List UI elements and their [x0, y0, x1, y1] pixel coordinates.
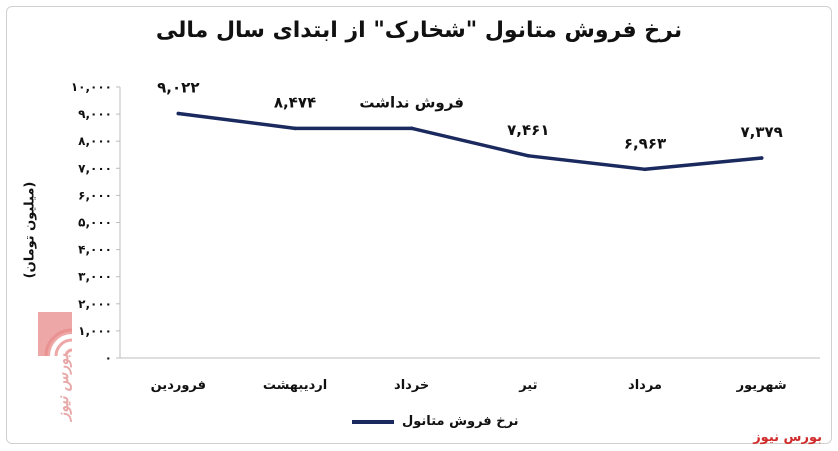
- data-label: ۷,۴۶۱: [507, 121, 549, 139]
- legend-label: نرخ فروش متانول: [402, 414, 519, 429]
- y-tick-label: ۴,۰۰۰: [78, 243, 112, 257]
- data-label: ۶,۹۶۳: [624, 134, 666, 152]
- y-tick-label: ۱,۰۰۰: [78, 324, 112, 338]
- y-tick-label: ۵,۰۰۰: [78, 216, 112, 230]
- chart-frame: [6, 6, 832, 444]
- y-tick-label: ۹,۰۰۰: [78, 107, 112, 121]
- data-point: [293, 126, 297, 131]
- data-point: [526, 154, 531, 158]
- y-axis: ۰ ۱,۰۰۰ ۲,۰۰۰ ۳,۰۰۰ ۴,۰۰۰ ۵,۰۰۰ ۶,۰۰۰ ۷,۰۰۰ ۸,۰۰…: [71, 80, 121, 365]
- x-tick-label: شهریور: [736, 378, 787, 393]
- data-label: فروش نداشت: [359, 93, 463, 111]
- data-point: [409, 126, 414, 131]
- y-tick-label: ۱۰,۰۰۰: [71, 80, 112, 94]
- data-point: [176, 111, 181, 116]
- y-tick-label: ۰: [105, 351, 112, 365]
- data-point: [759, 156, 764, 160]
- data-label: ۸,۴۷۴: [274, 93, 316, 111]
- watermark-logo-icon: [38, 312, 73, 357]
- y-tick-label: ۲,۰۰۰: [78, 297, 112, 311]
- y-tick-label: ۳,۰۰۰: [78, 270, 112, 284]
- legend: نرخ فروش متانول: [352, 414, 519, 429]
- legend-swatch: [352, 419, 394, 424]
- x-axis: فروردین اردیبهشت خرداد تیر مرداد شهریور: [120, 357, 820, 393]
- data-label: ۹,۰۲۲: [157, 79, 199, 97]
- data-labels: ۹,۰۲۲ ۸,۴۷۴ فروش نداشت ۷,۴۶۱ ۶,۹۶۳ ۷,۳۷۹: [157, 79, 783, 153]
- x-tick-label: تیر: [518, 378, 537, 393]
- data-point: [643, 167, 647, 172]
- series-line: [176, 111, 764, 172]
- data-label: ۷,۳۷۹: [741, 123, 783, 141]
- source-credit: بورس نیوز: [753, 430, 822, 445]
- y-tick-label: ۸,۰۰۰: [78, 134, 112, 148]
- x-tick-label: خرداد: [394, 378, 429, 393]
- y-tick-label: ۶,۰۰۰: [78, 188, 112, 202]
- x-tick-label: فروردین: [151, 378, 206, 393]
- x-tick-label: مرداد: [628, 378, 662, 393]
- chart-title: نرخ فروش متانول "شخارک" از ابتدای سال ما…: [155, 18, 683, 43]
- series-layer: [176, 111, 764, 172]
- x-tick-label: اردیبهشت: [263, 378, 327, 393]
- y-tick-label: ۷,۰۰۰: [78, 161, 112, 175]
